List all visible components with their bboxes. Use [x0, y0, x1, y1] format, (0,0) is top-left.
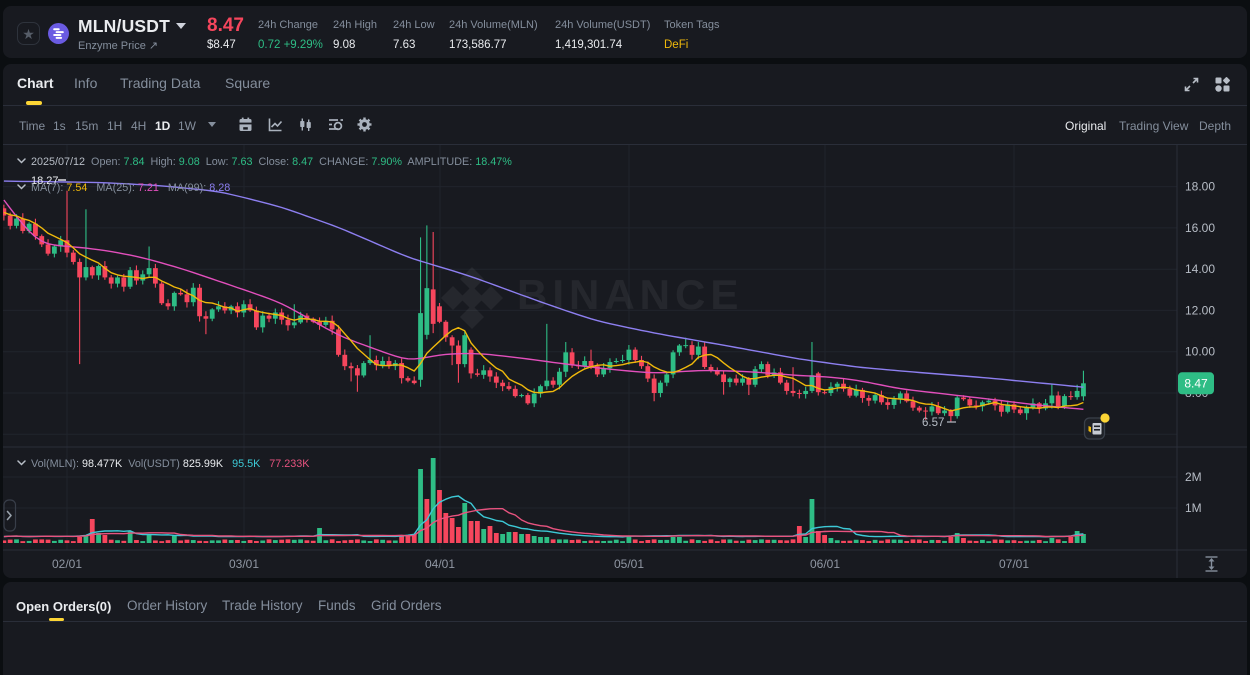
- svg-text:03/01: 03/01: [229, 557, 259, 571]
- svg-text:05/01: 05/01: [614, 557, 644, 571]
- svg-text:07/01: 07/01: [999, 557, 1029, 571]
- svg-text:02/01: 02/01: [52, 557, 82, 571]
- svg-text:04/01: 04/01: [425, 557, 455, 571]
- svg-text:18.00: 18.00: [1185, 180, 1215, 194]
- svg-text:18.27: 18.27: [31, 175, 59, 187]
- svg-text:1M: 1M: [1185, 501, 1202, 515]
- svg-text:14.00: 14.00: [1185, 262, 1215, 276]
- svg-text:10.00: 10.00: [1185, 345, 1215, 359]
- svg-text:06/01: 06/01: [810, 557, 840, 571]
- svg-text:6.57: 6.57: [922, 417, 944, 429]
- svg-text:2M: 2M: [1185, 470, 1202, 484]
- svg-text:BINANCE: BINANCE: [517, 271, 743, 318]
- svg-text:16.00: 16.00: [1185, 221, 1215, 235]
- svg-text:12.00: 12.00: [1185, 303, 1215, 317]
- svg-text:8.47: 8.47: [1184, 377, 1208, 391]
